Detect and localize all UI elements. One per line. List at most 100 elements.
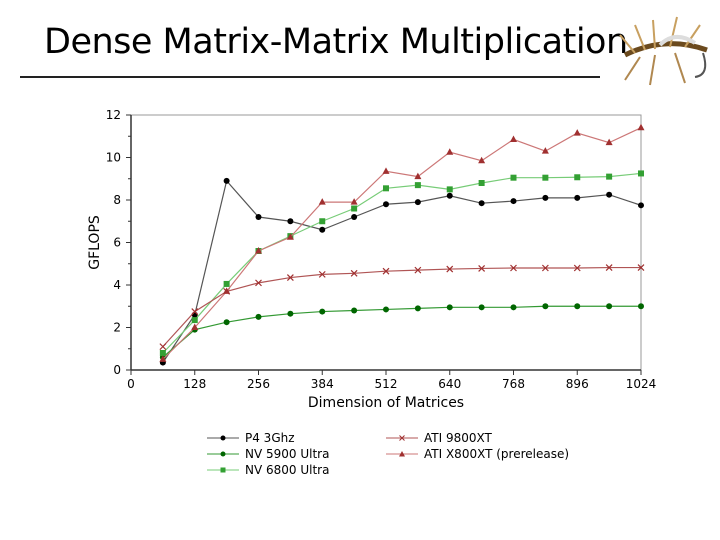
- data-point: [478, 180, 485, 186]
- legend-marker-icon: [386, 434, 418, 441]
- x-tick-label: 1024: [626, 377, 657, 391]
- y-tick-label: 6: [113, 236, 121, 250]
- data-point: [383, 201, 389, 208]
- legend-label: NV 5900 Ultra: [245, 446, 330, 461]
- data-point: [541, 147, 549, 154]
- data-point: [478, 200, 485, 207]
- legend-item-ati9800: ATI 9800XT: [386, 430, 492, 445]
- data-point: [414, 182, 421, 189]
- legend-label: ATI 9800XT: [424, 430, 492, 445]
- x-tick-label: 896: [566, 377, 589, 391]
- data-point: [159, 343, 167, 351]
- legend-marker-icon: [207, 435, 239, 440]
- y-tick-label: 8: [113, 193, 121, 207]
- data-point: [414, 305, 421, 312]
- data-point: [510, 135, 517, 142]
- x-axis-title: Dimension of Matrices: [308, 395, 464, 411]
- data-point: [191, 317, 198, 324]
- legend-label: P4 3Ghz: [245, 430, 295, 445]
- data-point: [414, 172, 422, 180]
- data-point: [510, 264, 517, 272]
- data-point: [255, 214, 262, 220]
- legend-label: ATI X800XT (prerelease): [424, 446, 570, 461]
- data-point: [350, 198, 358, 205]
- data-point: [638, 170, 644, 177]
- data-point: [573, 264, 581, 272]
- x-tick-label: 640: [438, 377, 461, 391]
- data-point: [159, 355, 167, 362]
- data-point: [191, 323, 199, 330]
- data-point: [637, 123, 645, 131]
- data-point: [223, 280, 230, 287]
- x-tick-label: 768: [502, 377, 525, 391]
- x-tick-label: 0: [127, 377, 135, 391]
- data-point: [318, 270, 326, 278]
- gflops-line-chart: 0 128 256 384 512 640 768 896 1024 0 2 4 6 8 10 12 Dimen…: [87, 108, 657, 411]
- data-point: [286, 274, 294, 281]
- x-tick-label: 384: [311, 377, 334, 391]
- data-point: [319, 218, 326, 225]
- data-point: [605, 138, 613, 146]
- series-line-3: [162, 266, 641, 348]
- data-point: [223, 287, 231, 294]
- data-point: [574, 303, 581, 310]
- y-tick-label: 10: [106, 151, 121, 165]
- data-point: [318, 198, 326, 205]
- data-point: [542, 194, 549, 201]
- data-point: [351, 205, 358, 212]
- x-tick-label: 256: [247, 377, 270, 391]
- data-point: [478, 265, 486, 272]
- data-point: [605, 264, 613, 271]
- data-point: [382, 167, 390, 174]
- data-point: [255, 279, 262, 287]
- data-point: [510, 198, 517, 205]
- data-point: [223, 319, 230, 326]
- series-line-0: [162, 179, 642, 363]
- data-point: [510, 304, 517, 311]
- data-point: [287, 218, 294, 225]
- data-point: [574, 174, 581, 181]
- data-point: [542, 174, 549, 181]
- data-point: [446, 148, 454, 155]
- data-point: [414, 266, 422, 274]
- data-point: [446, 265, 454, 273]
- data-point: [383, 306, 389, 313]
- legend-item-nv6800: NV 6800 Ultra: [207, 462, 329, 477]
- y-tick-label: 2: [113, 321, 121, 335]
- data-point: [606, 303, 613, 310]
- legend-label: NV 6800 Ultra: [245, 462, 330, 477]
- data-point: [351, 214, 358, 220]
- data-point: [191, 308, 199, 315]
- y-tick-label: 12: [106, 108, 121, 122]
- data-point: [542, 303, 549, 310]
- data-point: [287, 310, 294, 317]
- data-point: [541, 264, 549, 272]
- data-point: [606, 173, 613, 180]
- data-point: [414, 199, 421, 206]
- y-tick-label: 0: [113, 363, 121, 377]
- data-point: [159, 350, 166, 356]
- legend-marker-icon: [207, 451, 239, 456]
- data-point: [478, 304, 485, 311]
- title-divider: [20, 76, 600, 78]
- data-point: [319, 308, 326, 315]
- series-line-4: [162, 127, 642, 360]
- series-line-2: [162, 172, 642, 354]
- slide-title: Dense Matrix-Matrix Multiplication: [44, 22, 628, 62]
- data-point: [382, 267, 390, 275]
- legend-item-nv5900: NV 5900 Ultra: [207, 446, 329, 461]
- data-point: [351, 307, 358, 314]
- legend-marker-icon: [386, 450, 418, 456]
- y-tick-label: 4: [113, 278, 121, 292]
- series-line-1: [162, 305, 641, 358]
- data-point: [638, 303, 644, 310]
- data-point: [606, 191, 613, 198]
- data-point: [319, 226, 326, 233]
- legend-item-p4: P4 3Ghz: [207, 430, 295, 445]
- data-point: [350, 269, 358, 277]
- x-tick-label: 128: [183, 377, 206, 391]
- y-axis-title: GFLOPS: [87, 215, 103, 270]
- legend-item-atix800: ATI X800XT (prerelease): [386, 446, 569, 461]
- data-point: [638, 202, 644, 209]
- data-point: [510, 174, 517, 181]
